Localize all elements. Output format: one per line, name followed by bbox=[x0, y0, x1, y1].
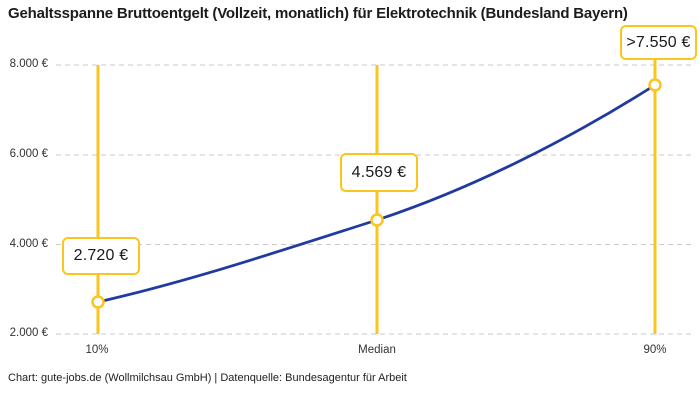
percentile-lines bbox=[96, 59, 657, 334]
y-tick-4000: 4.000 € bbox=[9, 238, 48, 250]
p90-marker bbox=[648, 78, 662, 92]
data-point-markers bbox=[91, 78, 662, 309]
p10-value-box: 2.720 € bbox=[62, 237, 140, 275]
x-tick-10pct: 10% bbox=[85, 344, 109, 356]
median-marker bbox=[370, 213, 384, 227]
median-value-box: 4.569 € bbox=[340, 153, 418, 192]
x-tick-median: Median bbox=[358, 344, 396, 356]
x-tick-90pct: 90% bbox=[643, 344, 667, 356]
chart-attribution: Chart: gute-jobs.de (Wollmilchsau GmbH) … bbox=[8, 372, 407, 384]
y-tick-2000: 2.000 € bbox=[9, 327, 48, 339]
chart-title: Gehaltsspanne Bruttoentgelt (Vollzeit, m… bbox=[8, 5, 628, 22]
p10-marker bbox=[91, 295, 105, 309]
gridlines bbox=[56, 64, 692, 335]
p90-value-box: >7.550 € bbox=[620, 25, 697, 60]
y-tick-8000: 8.000 € bbox=[9, 58, 48, 70]
y-tick-6000: 6.000 € bbox=[9, 148, 48, 160]
